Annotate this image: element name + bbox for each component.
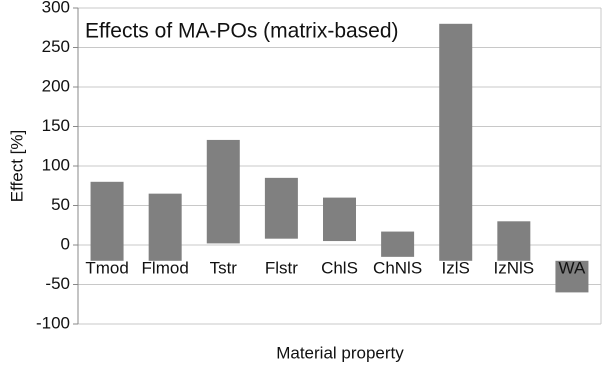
bar [555, 260, 589, 293]
y-tick-label: 300 [42, 0, 70, 16]
y-tick-label: 200 [42, 76, 70, 95]
x-tick-label: Flmod [142, 258, 189, 277]
y-axis-title: Effect [%] [7, 130, 26, 202]
bar [90, 181, 124, 261]
y-tick-label: 0 [61, 234, 70, 253]
x-tick-label: ChlS [321, 258, 358, 277]
bar [323, 197, 356, 242]
x-tick-label: Tstr [210, 258, 238, 277]
bar [206, 139, 240, 244]
y-tick-label: 50 [51, 195, 70, 214]
x-tick-label: Flstr [265, 258, 298, 277]
bar [148, 193, 182, 261]
x-tick-label: WA [559, 258, 586, 277]
y-tick-label: -100 [36, 313, 70, 332]
y-tick-label: 100 [42, 155, 70, 174]
x-tick-label: Tmod [85, 258, 128, 277]
bar [264, 177, 298, 239]
x-tick-label: IzNlS [494, 258, 535, 277]
bar [497, 221, 531, 261]
bars [90, 23, 589, 293]
y-tick-label: 150 [42, 116, 70, 135]
x-tick-label: ChNlS [373, 258, 422, 277]
x-tick-label: IzlS [442, 258, 470, 277]
x-axis-title: Material property [276, 343, 404, 362]
y-tick-label: -50 [45, 274, 70, 293]
y-tick-label: 250 [42, 37, 70, 56]
chart-title: Effects of MA-POs (matrix-based) [85, 20, 399, 43]
bar [381, 231, 415, 257]
bar [439, 23, 473, 261]
